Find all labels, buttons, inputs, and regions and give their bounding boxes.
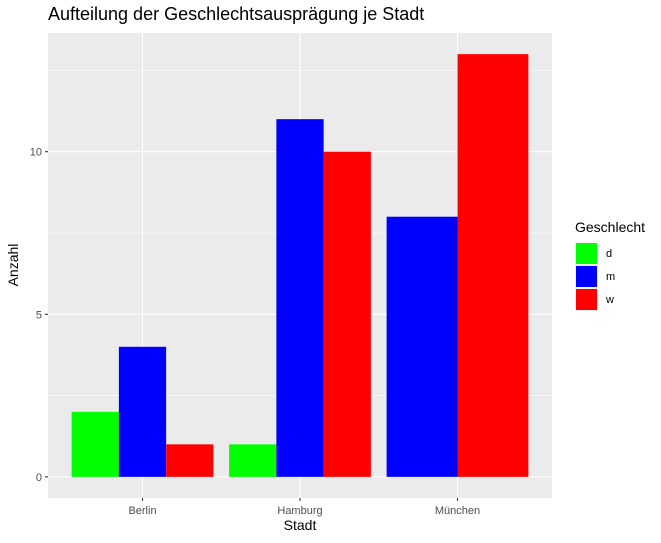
bar-münchen-w <box>457 54 529 477</box>
legend-swatch-d <box>576 243 597 264</box>
x-tick-label: München <box>435 505 480 517</box>
y-axis-title: Anzahl <box>5 244 21 287</box>
chart-title: Aufteilung der Geschlechtsausprägung je … <box>48 4 424 24</box>
x-tick-label: Hamburg <box>277 505 322 517</box>
x-axis: Berlin Hamburg München <box>128 498 480 517</box>
y-tick-label: 10 <box>30 147 42 159</box>
bar-berlin-d <box>71 411 119 477</box>
legend-swatch-m <box>576 266 597 287</box>
legend-label-w: w <box>605 294 614 306</box>
legend-title: Geschlecht <box>575 219 645 235</box>
bar-berlin-w <box>166 444 214 477</box>
legend-label-d: d <box>606 248 612 260</box>
legend-label-m: m <box>606 271 615 283</box>
bar-hamburg-d <box>229 444 277 477</box>
y-tick-label: 5 <box>36 309 42 321</box>
y-axis: 0 5 10 <box>30 147 48 484</box>
legend: Geschlecht dmw <box>575 219 645 311</box>
bar-berlin-m <box>118 346 167 477</box>
bar-hamburg-m <box>276 119 324 477</box>
y-tick-label: 0 <box>36 472 42 484</box>
x-tick-label: Berlin <box>128 505 156 517</box>
x-axis-title: Stadt <box>284 517 317 533</box>
bar-münchen-m <box>386 216 458 477</box>
bar-hamburg-w <box>323 151 371 477</box>
legend-swatch-w <box>576 289 597 310</box>
bars <box>71 54 529 477</box>
